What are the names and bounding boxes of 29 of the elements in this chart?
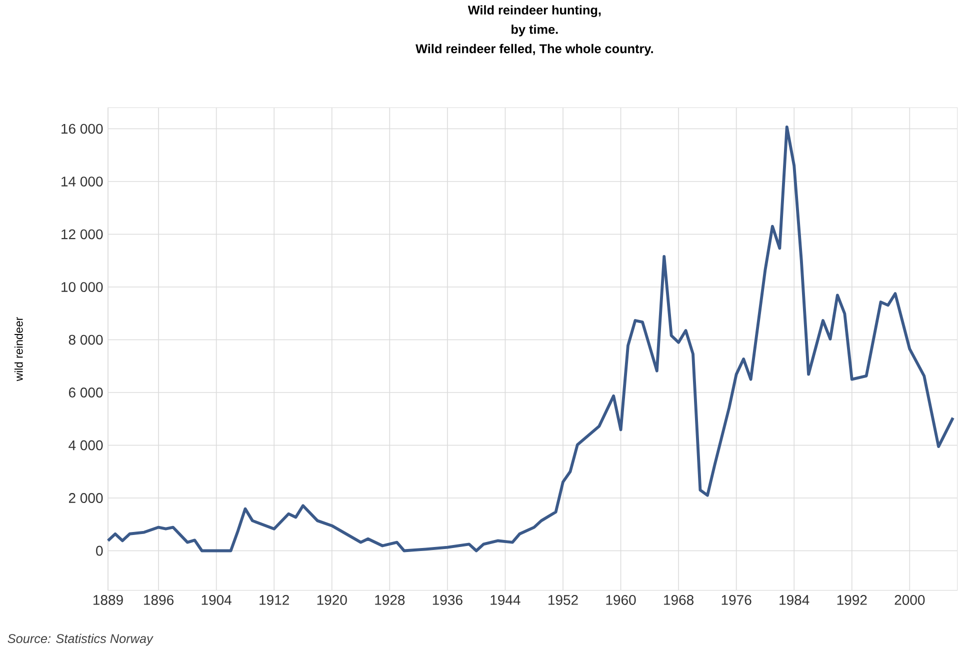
- y-tick-label: 0: [96, 546, 103, 556]
- chart-title: Wild reindeer hunting, by time.: [468, 5, 601, 36]
- x-tick-label: 1960: [606, 595, 636, 605]
- x-tick-label: 1889: [94, 595, 123, 605]
- text: Source: Statistics Norway: [8, 634, 154, 646]
- x-tick-label: 2000: [894, 595, 925, 605]
- x-tick-label: 1912: [260, 595, 289, 605]
- x-tick-label: 1896: [144, 595, 174, 605]
- line-series: [106, 125, 954, 552]
- x-tick-label: 1928: [375, 595, 405, 605]
- x-tick-label: 1920: [317, 595, 347, 605]
- y-tick-label: 10 000: [62, 282, 103, 292]
- y-axis-title: wild reindeer: [14, 317, 23, 382]
- y-tick-label: 14 000: [62, 176, 103, 186]
- y-tick-label: 8 000: [68, 334, 103, 345]
- chart-subtitle: Wild reindeer felled, The whole country.: [416, 44, 653, 56]
- y-tick-label: 2 000: [68, 493, 103, 503]
- x-tick-label: 1944: [490, 595, 520, 605]
- x-tick-label: 1968: [664, 595, 694, 605]
- x-tick-label: 1992: [837, 595, 867, 605]
- y-tick-label: 6 000: [68, 388, 103, 398]
- y-tick-label: 4 000: [68, 440, 103, 450]
- x-tick-label: 1984: [780, 595, 810, 605]
- x-tick-label: 1976: [722, 595, 752, 605]
- x-tick-label: 1904: [202, 595, 232, 605]
- x-tick-label: 1952: [548, 595, 578, 605]
- x-tick-label: 1936: [432, 595, 462, 605]
- y-tick-label: 16 000: [62, 124, 103, 134]
- y-tick-label: 12 000: [62, 229, 103, 240]
